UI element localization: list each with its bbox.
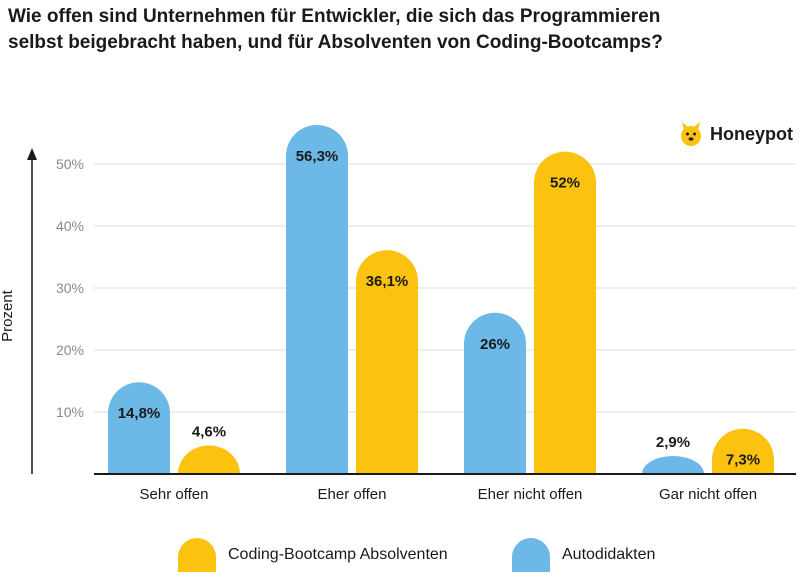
value-label-coding-bootcamp-absolventen-sehr-offen: 4,6% bbox=[192, 423, 226, 440]
legend-label-bootcamp: Coding-Bootcamp Absolventen bbox=[228, 546, 448, 563]
value-label-coding-bootcamp-absolventen-gar-nicht-offen: 7,3% bbox=[726, 452, 760, 469]
x-tick-sehr-offen: Sehr offen bbox=[140, 486, 209, 503]
legend-item-bootcamp: Coding-Bootcamp Absolventen bbox=[178, 538, 448, 572]
gridlines bbox=[94, 163, 796, 413]
x-tick-eher-nicht-offen: Eher nicht offen bbox=[478, 486, 583, 503]
chart-title-line-2: selbst beigebracht haben, und für Absolv… bbox=[8, 32, 663, 53]
bar-coding-bootcamp-absolventen-gar-nicht-offen bbox=[712, 428, 774, 474]
x-tick-gar-nicht-offen: Gar nicht offen bbox=[659, 486, 757, 503]
bar-coding-bootcamp-absolventen-eher-nicht-offen bbox=[534, 151, 596, 474]
bars bbox=[108, 124, 774, 474]
x-tick-eher-offen: Eher offen bbox=[318, 486, 387, 503]
value-label-autodidakten-eher-offen: 56,3% bbox=[296, 148, 339, 165]
y-tick-20: 20% bbox=[56, 342, 84, 358]
bar-coding-bootcamp-absolventen-sehr-offen bbox=[178, 445, 240, 474]
y-axis-arrowhead bbox=[27, 148, 37, 160]
chart-title-line-1: Wie offen sind Unternehmen für Entwickle… bbox=[8, 6, 661, 27]
y-tick-labels: 10% 20% 30% 40% 50% bbox=[56, 156, 84, 420]
legend: Coding-Bootcamp Absolventen Autodidakten bbox=[0, 538, 800, 578]
value-label-autodidakten-eher-nicht-offen: 26% bbox=[480, 336, 510, 353]
bar-autodidakten-eher-offen bbox=[286, 124, 348, 474]
brand-name: Honeypot bbox=[710, 123, 793, 144]
bar-autodidakten-eher-nicht-offen bbox=[464, 312, 526, 474]
bar-autodidakten-gar-nicht-offen bbox=[642, 456, 704, 474]
legend-label-autodidakten: Autodidakten bbox=[562, 546, 656, 563]
legend-swatch-autodidakten bbox=[512, 538, 550, 572]
bar-chart: 10% 20% 30% 40% 50% 14,8% 4,6% 56,3% 36,1% 26% 52… bbox=[0, 124, 796, 503]
x-tick-labels: Sehr offen Eher offen Eher nicht offen Gar … bbox=[140, 486, 758, 503]
y-tick-50: 50% bbox=[56, 156, 84, 172]
honeypot-logo: Honeypot bbox=[678, 120, 793, 148]
chart-title: Wie offen sind Unternehmen für Entwickle… bbox=[8, 4, 788, 56]
bar-coding-bootcamp-absolventen-eher-offen bbox=[356, 250, 418, 474]
value-label-autodidakten-gar-nicht-offen: 2,9% bbox=[656, 434, 690, 451]
value-label-autodidakten-sehr-offen: 14,8% bbox=[118, 405, 161, 422]
value-label-coding-bootcamp-absolventen-eher-nicht-offen: 52% bbox=[550, 175, 580, 192]
y-tick-40: 40% bbox=[56, 218, 84, 234]
legend-swatch-bootcamp bbox=[178, 538, 216, 572]
value-labels: 14,8% 4,6% 56,3% 36,1% 26% 52% 2,9% 7,3% bbox=[118, 148, 760, 469]
y-tick-30: 30% bbox=[56, 280, 84, 296]
y-tick-10: 10% bbox=[56, 404, 84, 420]
y-axis-label: Prozent bbox=[0, 289, 16, 342]
legend-item-autodidakten: Autodidakten bbox=[512, 538, 655, 572]
bar-autodidakten-sehr-offen bbox=[108, 382, 170, 474]
value-label-coding-bootcamp-absolventen-eher-offen: 36,1% bbox=[366, 273, 409, 290]
honeypot-bear-icon bbox=[681, 122, 701, 146]
